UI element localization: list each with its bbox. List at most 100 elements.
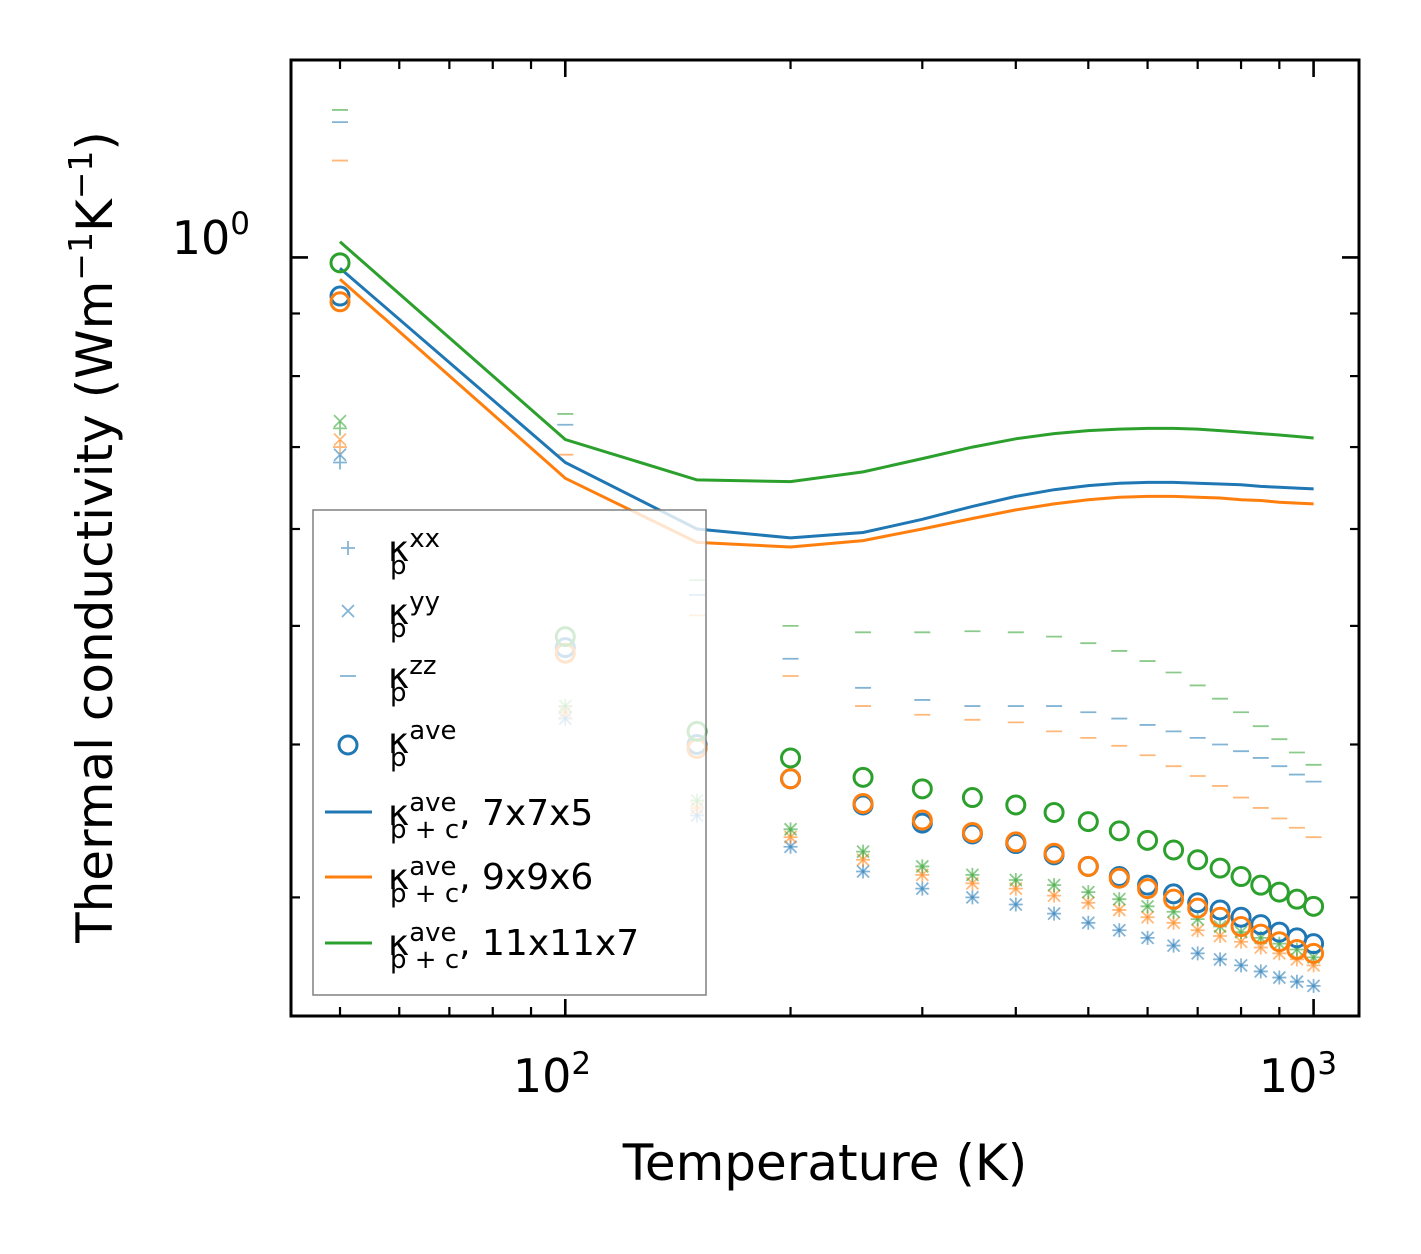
data-point	[1166, 938, 1181, 953]
data-point	[1268, 931, 1290, 953]
legend-point-marker	[341, 604, 355, 618]
legend-suffix: , 7x7x5	[459, 793, 593, 834]
data-point	[329, 291, 351, 313]
series-layer	[329, 109, 1325, 993]
legend-symbol: κ	[388, 721, 409, 762]
y-axis-label: Thermal conductivity (Wm−1K−1)	[61, 131, 124, 944]
data-point	[1081, 896, 1095, 910]
series-k_p+c_ave_11x11x7	[339, 240, 1314, 484]
legend-sup: yy	[409, 587, 440, 617]
data-point	[1230, 866, 1252, 888]
x-tick-base: 10	[513, 1049, 572, 1103]
x-tick-exp: 2	[571, 1046, 591, 1082]
data-point	[1234, 958, 1248, 972]
data-point	[783, 822, 798, 836]
series-k_p+c_ave_7x7x5	[339, 267, 1314, 540]
data-point	[1209, 857, 1231, 879]
legend-suffix: , 9x9x6	[459, 857, 593, 898]
y-tick-base: 10	[172, 211, 231, 265]
legend-sub: p	[390, 614, 407, 644]
data-point	[333, 440, 348, 455]
data-point	[1230, 916, 1252, 938]
series-k_p_ave_11x11x7	[329, 252, 1325, 917]
data-point	[1290, 975, 1304, 989]
data-point	[1187, 849, 1209, 871]
data-point	[1005, 794, 1027, 816]
x-tick-exp: 3	[1317, 1046, 1337, 1082]
legend-sub: p	[390, 551, 407, 581]
legend-label-kp-ave: κave p	[388, 716, 457, 773]
x-tick-label-100: 102	[513, 1046, 591, 1103]
data-point	[1137, 829, 1159, 851]
y-label-end: )	[66, 131, 124, 151]
data-point	[1209, 906, 1231, 928]
legend-symbol: κ	[388, 656, 409, 697]
data-point	[1191, 946, 1205, 961]
data-point	[961, 821, 983, 843]
data-point	[1250, 914, 1272, 936]
data-point	[329, 285, 351, 307]
data-point	[1187, 897, 1209, 919]
data-point	[1112, 892, 1126, 906]
legend-symbol: κ	[388, 592, 409, 633]
series-k_p+c_ave_9x9x6	[339, 278, 1314, 549]
legend-symbol: κ	[388, 857, 409, 898]
data-point	[852, 792, 874, 814]
legend-suffix: , 11x11x7	[459, 923, 639, 964]
data-point	[333, 414, 347, 428]
data-point	[1140, 910, 1155, 924]
legend-sup: ave	[409, 716, 456, 746]
data-point	[856, 844, 870, 859]
legend-label-kp-zz: κzz p	[388, 651, 437, 708]
series-line	[339, 278, 1314, 549]
data-point	[1077, 855, 1099, 877]
data-point	[1254, 964, 1268, 979]
data-point	[1108, 820, 1130, 842]
data-point	[1306, 979, 1321, 993]
legend: κxx p κyy p κzz p κave p κave p + c, 7x7x5 κa…	[312, 509, 707, 996]
y-label-exp2: −1	[61, 151, 100, 200]
legend-point-marker	[341, 541, 355, 555]
data-point	[783, 840, 798, 854]
data-point	[333, 448, 347, 462]
legend-sub: p + c	[390, 815, 459, 845]
data-point	[1081, 916, 1095, 930]
data-point	[852, 766, 874, 788]
series-k_p_ave_9x9x6	[329, 291, 1325, 964]
data-point	[965, 890, 980, 905]
legend-sup: xx	[409, 524, 440, 554]
y-label-exp1: −1	[61, 232, 100, 281]
x-tick-label-1000: 103	[1259, 1046, 1337, 1103]
legend-sub: p	[390, 743, 407, 773]
data-point	[1081, 885, 1095, 899]
data-point	[1137, 878, 1159, 900]
data-point	[915, 881, 929, 896]
data-point	[1250, 923, 1272, 945]
data-point	[1209, 899, 1231, 921]
series-k_p_yy_7x7x5	[333, 448, 1321, 993]
data-point	[911, 809, 933, 831]
legend-markers	[325, 541, 372, 945]
data-point	[1047, 906, 1061, 921]
legend-symbol: κ	[388, 923, 409, 964]
minor-ticks	[291, 60, 1359, 1016]
data-point	[1272, 970, 1286, 985]
x-axis-label: Temperature (K)	[622, 1134, 1027, 1192]
x-tick-base: 10	[1259, 1049, 1318, 1103]
legend-label-kpc-ave-11x11x7: κave p + c, 11x11x7	[388, 918, 639, 975]
legend-sup: ave	[409, 788, 456, 818]
major-ticks	[291, 60, 1359, 1016]
legend-sup: zz	[409, 651, 436, 681]
data-point	[1268, 881, 1290, 903]
data-point	[1303, 895, 1325, 917]
data-point	[1047, 888, 1061, 903]
data-point	[1163, 888, 1185, 910]
plot-frame	[289, 58, 1361, 1018]
data-point	[333, 421, 348, 436]
data-point	[961, 787, 983, 809]
data-point	[1047, 878, 1061, 892]
data-point	[1213, 929, 1227, 943]
legend-sub: p + c	[390, 879, 459, 909]
data-point	[1043, 801, 1065, 823]
